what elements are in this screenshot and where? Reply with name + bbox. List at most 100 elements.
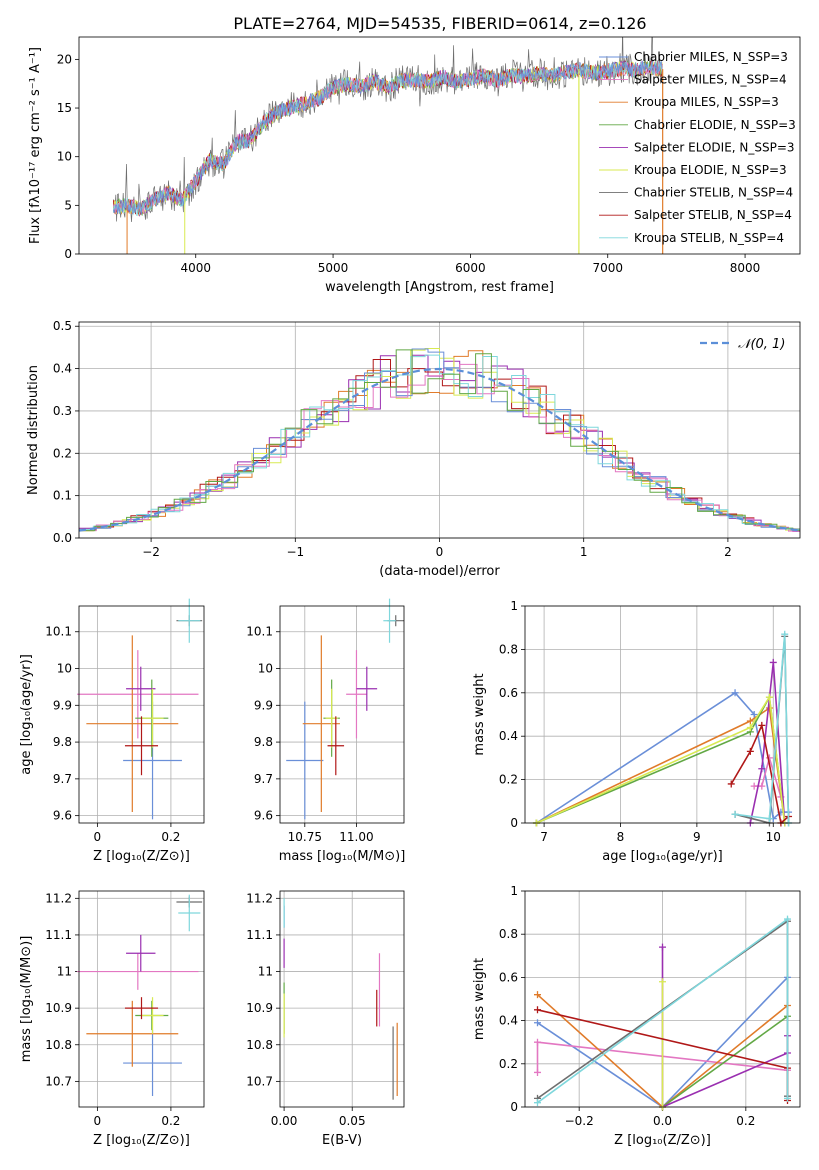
y-tick-label: 9.7 xyxy=(254,772,273,786)
x-axis-label: wavelength [Angstrom, rest frame] xyxy=(325,280,554,295)
x-tick-label: 8 xyxy=(617,830,625,844)
weight-marker-chabrier_miles xyxy=(731,689,739,697)
x-axis-label: Z [log₁₀(Z/Z⊙)] xyxy=(93,849,190,864)
x-tick-label: 0.2 xyxy=(161,1114,180,1128)
weight-marker-kroupa_stelib xyxy=(781,630,789,638)
y-tick-label: 11.2 xyxy=(246,891,273,905)
y-tick-label: 15 xyxy=(57,101,72,115)
y-axis-label: Normed distribution xyxy=(26,365,41,495)
weight-marker-salpeter_elodie xyxy=(758,765,766,773)
y-axis-label: mass [log₁₀(M/M⊙)] xyxy=(19,936,34,1063)
x-axis-label: mass [log₁₀(M/M⊙)] xyxy=(279,849,406,864)
panel-age_vs_mass: 10.75 11.00 9.6 9.7 9.8 9.9 10 10.1 mass [log₁₀(… xyxy=(246,598,406,864)
y-tick-label: 9.9 xyxy=(53,698,72,712)
x-tick-label: 10.75 xyxy=(288,830,322,844)
x-axis-label: (data-model)/error xyxy=(379,564,500,579)
axes-frame xyxy=(78,36,801,255)
weight-marker-kroupa_stelib xyxy=(534,1099,541,1107)
legend-label: Kroupa STELIB, N_SSP=4 xyxy=(634,231,784,245)
y-tick-label: 20 xyxy=(57,52,72,66)
weight-marker-kroupa_stelib xyxy=(784,915,791,923)
weight-marker-kroupa_elodie xyxy=(659,978,666,986)
x-tick-label: −1 xyxy=(286,545,304,559)
legend-label: Kroupa ELODIE, N_SSP=3 xyxy=(634,163,787,177)
legend-label: 𝒩(0, 1) xyxy=(738,337,785,352)
y-tick-label: 0 xyxy=(510,816,518,830)
y-tick-label: 11.1 xyxy=(246,928,273,942)
weight-marker-salpeter_stelib xyxy=(534,1006,541,1014)
x-tick-label: 0.0 xyxy=(653,1114,672,1128)
figure-title: PLATE=2764, MJD=54535, FIBERID=0614, z=0… xyxy=(233,14,646,33)
weight-marker-salpeter_miles xyxy=(750,782,758,790)
y-tick-label: 9.9 xyxy=(254,698,273,712)
y-tick-label: 10 xyxy=(258,662,273,676)
x-tick-label: −0.2 xyxy=(565,1114,594,1128)
x-tick-label: 9 xyxy=(693,830,701,844)
y-tick-label: 11.1 xyxy=(45,928,72,942)
y-tick-label: 11.2 xyxy=(45,891,72,905)
y-tick-label: 10.7 xyxy=(246,1074,273,1088)
x-tick-label: 0 xyxy=(436,545,444,559)
x-tick-label: 7000 xyxy=(592,261,623,275)
legend-label: Kroupa MILES, N_SSP=3 xyxy=(634,95,779,109)
panel-weight_vs_Z: −0.2 0.0 0.2 0 0.2 0.4 0.6 0.8 1 Z [log₁₀(Z/Z⊙)] m… xyxy=(472,884,801,1148)
y-tick-label: 10.1 xyxy=(246,625,273,639)
x-axis-label: Z [log₁₀(Z/Z⊙)] xyxy=(614,1133,711,1148)
x-tick-label: 0.2 xyxy=(161,830,180,844)
x-tick-label: 2 xyxy=(724,545,732,559)
weight-line-kroupa_stelib xyxy=(734,634,790,824)
y-tick-label: 0.3 xyxy=(53,404,72,418)
y-tick-label: 0.5 xyxy=(53,319,72,333)
y-tick-label: 0.8 xyxy=(499,927,518,941)
y-tick-label: 10.8 xyxy=(246,1038,273,1052)
axes-frame xyxy=(279,605,405,824)
y-axis-label: Flux [fλ10⁻¹⁷ erg cm⁻² s⁻¹ A⁻¹] xyxy=(28,47,43,244)
y-tick-label: 9.7 xyxy=(53,772,72,786)
weight-marker-kroupa_miles xyxy=(746,717,754,725)
x-tick-label: 0 xyxy=(94,830,102,844)
weight-line-chabrier_elodie xyxy=(662,1015,788,1108)
axes-frame xyxy=(279,890,405,1108)
x-axis-label: Z [log₁₀(Z/Z⊙)] xyxy=(93,1133,190,1148)
y-tick-label: 0 xyxy=(510,1100,518,1114)
y-tick-label: 0.6 xyxy=(499,686,518,700)
y-tick-label: 0.0 xyxy=(53,531,72,545)
weight-marker-kroupa_stelib xyxy=(784,1094,791,1102)
panel-mass_vs_EBV: 0.00 0.05 10.7 10.8 10.9 11 11.1 11.2 E(B-V) xyxy=(246,890,405,1148)
y-tick-label: 0.6 xyxy=(499,970,518,984)
weight-marker-kroupa_miles xyxy=(765,704,773,712)
legend-label: Chabrier STELIB, N_SSP=4 xyxy=(634,186,793,200)
panel-age_vs_Z: 0 0.2 9.6 9.7 9.8 9.9 10 10.1 Z [log₁₀(Z/Z⊙)] age… xyxy=(19,598,205,864)
weight-marker-kroupa_stelib xyxy=(731,810,739,818)
y-axis-label: mass weight xyxy=(472,958,487,1040)
y-tick-label: 0.8 xyxy=(499,642,518,656)
weight-marker-salpeter_elodie xyxy=(659,943,666,951)
axes-frame xyxy=(78,321,801,539)
y-tick-label: 0 xyxy=(64,247,72,261)
y-tick-label: 9.8 xyxy=(53,735,72,749)
weight-marker-salpeter_elodie xyxy=(769,658,777,666)
panel-weight_vs_age: 7 8 9 10 0 0.2 0.4 0.6 0.8 1 age [log₁₀(age/yr)] ma… xyxy=(472,599,801,864)
weight-line-kroupa_elodie xyxy=(536,694,786,824)
y-tick-label: 10.1 xyxy=(45,625,72,639)
y-tick-label: 0.2 xyxy=(499,1057,518,1071)
x-tick-label: 8000 xyxy=(730,261,761,275)
x-tick-label: 6000 xyxy=(455,261,486,275)
y-tick-label: 10 xyxy=(57,662,72,676)
spectrum-lines xyxy=(112,37,664,254)
legend-label: Salpeter ELODIE, N_SSP=3 xyxy=(634,140,795,154)
y-tick-label: 11 xyxy=(57,965,72,979)
gaussian-curve xyxy=(78,367,801,532)
weight-marker-salpeter_miles xyxy=(758,782,766,790)
panel-spectrum: 4000 5000 6000 7000 8000 0 5 10 15 20 wavelength [… xyxy=(28,36,801,295)
y-tick-label: 10.7 xyxy=(45,1074,72,1088)
x-tick-label: 4000 xyxy=(180,261,211,275)
x-tick-label: 0.05 xyxy=(339,1114,366,1128)
x-tick-label: 10 xyxy=(766,830,781,844)
panel-residuals: −2 −1 0 1 2 0.0 0.1 0.2 0.3 0.4 0.5 (data-model)/er… xyxy=(26,319,801,579)
y-tick-label: 1 xyxy=(510,884,518,898)
x-axis-label: E(B-V) xyxy=(322,1133,362,1148)
x-tick-label: −2 xyxy=(142,545,160,559)
x-tick-label: 1 xyxy=(580,545,588,559)
axes-frame xyxy=(524,605,801,824)
